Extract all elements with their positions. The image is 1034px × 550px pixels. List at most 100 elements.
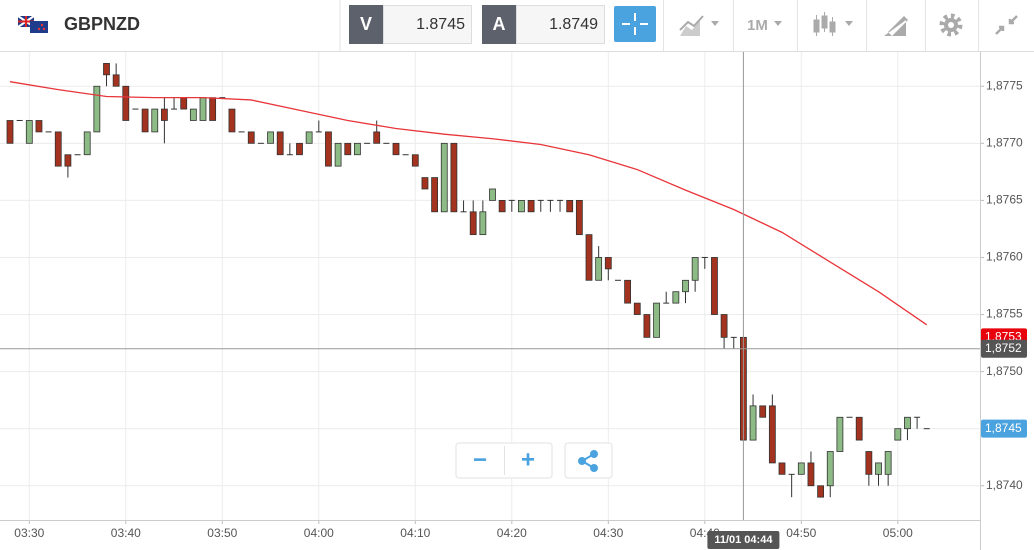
crosshair-icon bbox=[622, 13, 648, 35]
candle-body bbox=[711, 257, 718, 315]
candle-body bbox=[402, 154, 409, 156]
sell-price[interactable]: 1.8745 bbox=[416, 16, 465, 33]
candle-body bbox=[305, 131, 313, 144]
candle-body bbox=[440, 142, 448, 213]
candle-body bbox=[749, 405, 757, 441]
candle-body bbox=[238, 131, 245, 133]
candle-body bbox=[489, 188, 496, 201]
candle-body bbox=[566, 199, 574, 213]
candle-body bbox=[759, 405, 767, 418]
candle-body bbox=[383, 142, 390, 144]
share-button[interactable] bbox=[564, 442, 613, 479]
candle-body bbox=[884, 451, 892, 475]
candle-body bbox=[595, 257, 603, 281]
candle-body bbox=[817, 485, 824, 498]
candle-body bbox=[904, 416, 911, 430]
candle-body bbox=[923, 428, 930, 430]
candle-body bbox=[286, 154, 293, 156]
candle-body bbox=[547, 199, 554, 201]
candle-body bbox=[228, 108, 236, 133]
candle-body bbox=[141, 108, 149, 133]
zoom-controls: − + bbox=[455, 442, 613, 479]
candle-body bbox=[768, 405, 776, 464]
candle-body bbox=[74, 154, 81, 156]
crosshair-time: 11/01 04:44 bbox=[714, 534, 773, 546]
candle-body bbox=[93, 85, 101, 133]
candle-body bbox=[836, 416, 844, 452]
candle-body bbox=[6, 120, 14, 144]
timeframe[interactable]: 1M bbox=[747, 17, 768, 34]
symbol[interactable]: GBPNZD bbox=[64, 14, 140, 34]
candle-body bbox=[325, 131, 332, 167]
chart-type-button[interactable] bbox=[679, 15, 719, 36]
buy-price-box[interactable] bbox=[516, 5, 605, 44]
y-tick-label: 1,8750 bbox=[986, 364, 1023, 378]
y-tick-label: 1,8770 bbox=[986, 135, 1023, 149]
candle-body bbox=[797, 462, 805, 475]
candle-body bbox=[64, 154, 72, 167]
candle-body bbox=[508, 199, 515, 201]
candle-body bbox=[180, 97, 188, 110]
buy-button[interactable] bbox=[482, 5, 516, 44]
candle-body bbox=[421, 177, 429, 190]
candle-body bbox=[826, 451, 834, 487]
y-tick-label: 1,8765 bbox=[986, 193, 1023, 207]
candle-body bbox=[469, 211, 477, 236]
candle-body bbox=[498, 199, 506, 213]
candle-body bbox=[353, 142, 361, 156]
candle-body bbox=[460, 211, 467, 213]
candle-body bbox=[54, 131, 62, 167]
zoom-out-button[interactable]: − bbox=[473, 446, 487, 473]
candle-body bbox=[537, 199, 544, 201]
crosshair-price-box bbox=[981, 339, 1027, 358]
x-tick-label: 03:30 bbox=[14, 526, 44, 540]
candle-body bbox=[633, 302, 641, 315]
crosshair-button[interactable] bbox=[614, 6, 656, 42]
flag-icon bbox=[17, 15, 48, 33]
candle-body bbox=[518, 199, 525, 213]
candle-body bbox=[701, 256, 708, 258]
draw-button[interactable] bbox=[884, 16, 908, 36]
candle-style-button[interactable] bbox=[813, 12, 853, 36]
candle-body bbox=[171, 108, 178, 110]
x-tick-label: 04:10 bbox=[400, 526, 430, 540]
candle-body bbox=[112, 74, 120, 87]
x-tick-label: 05:00 bbox=[883, 526, 913, 540]
candle-body bbox=[527, 199, 535, 213]
candle-body bbox=[364, 142, 371, 144]
sell-label[interactable]: V bbox=[360, 14, 372, 34]
zoom-in-button[interactable]: + bbox=[521, 446, 535, 473]
candle-body bbox=[160, 108, 168, 121]
candle-body bbox=[219, 97, 226, 99]
candle-body bbox=[720, 314, 728, 338]
candle-body bbox=[83, 131, 91, 156]
x-tick-label: 03:40 bbox=[111, 526, 141, 540]
candle-body bbox=[653, 302, 660, 338]
buy-label[interactable]: A bbox=[493, 14, 506, 34]
candle-body bbox=[730, 336, 737, 338]
x-tick-label: 03:50 bbox=[207, 526, 237, 540]
candle-body bbox=[557, 199, 564, 201]
toolbar: GBPNZD V 1.8745 A 1.8749 1M bbox=[0, 0, 1034, 52]
candle-body bbox=[392, 142, 400, 156]
candle-body bbox=[122, 85, 130, 121]
sell-button[interactable] bbox=[349, 5, 383, 44]
candle-body bbox=[691, 257, 699, 281]
candle-body bbox=[373, 131, 381, 144]
candle-body bbox=[604, 257, 612, 270]
candle-body bbox=[614, 279, 621, 281]
candle-body bbox=[788, 473, 795, 475]
candle-body bbox=[189, 108, 197, 121]
candle-body bbox=[778, 462, 786, 475]
buy-price[interactable]: 1.8749 bbox=[549, 16, 598, 33]
candle-body bbox=[16, 119, 23, 121]
candle-body bbox=[624, 279, 631, 304]
candle-body bbox=[846, 416, 853, 418]
price-marker bbox=[981, 419, 1027, 438]
collapse-button[interactable] bbox=[995, 15, 1018, 35]
settings-button[interactable] bbox=[939, 13, 963, 37]
sell-price-box[interactable] bbox=[383, 5, 472, 44]
crosshair-time-box bbox=[707, 531, 780, 549]
candle-body bbox=[315, 131, 322, 133]
candle-body bbox=[25, 120, 33, 144]
